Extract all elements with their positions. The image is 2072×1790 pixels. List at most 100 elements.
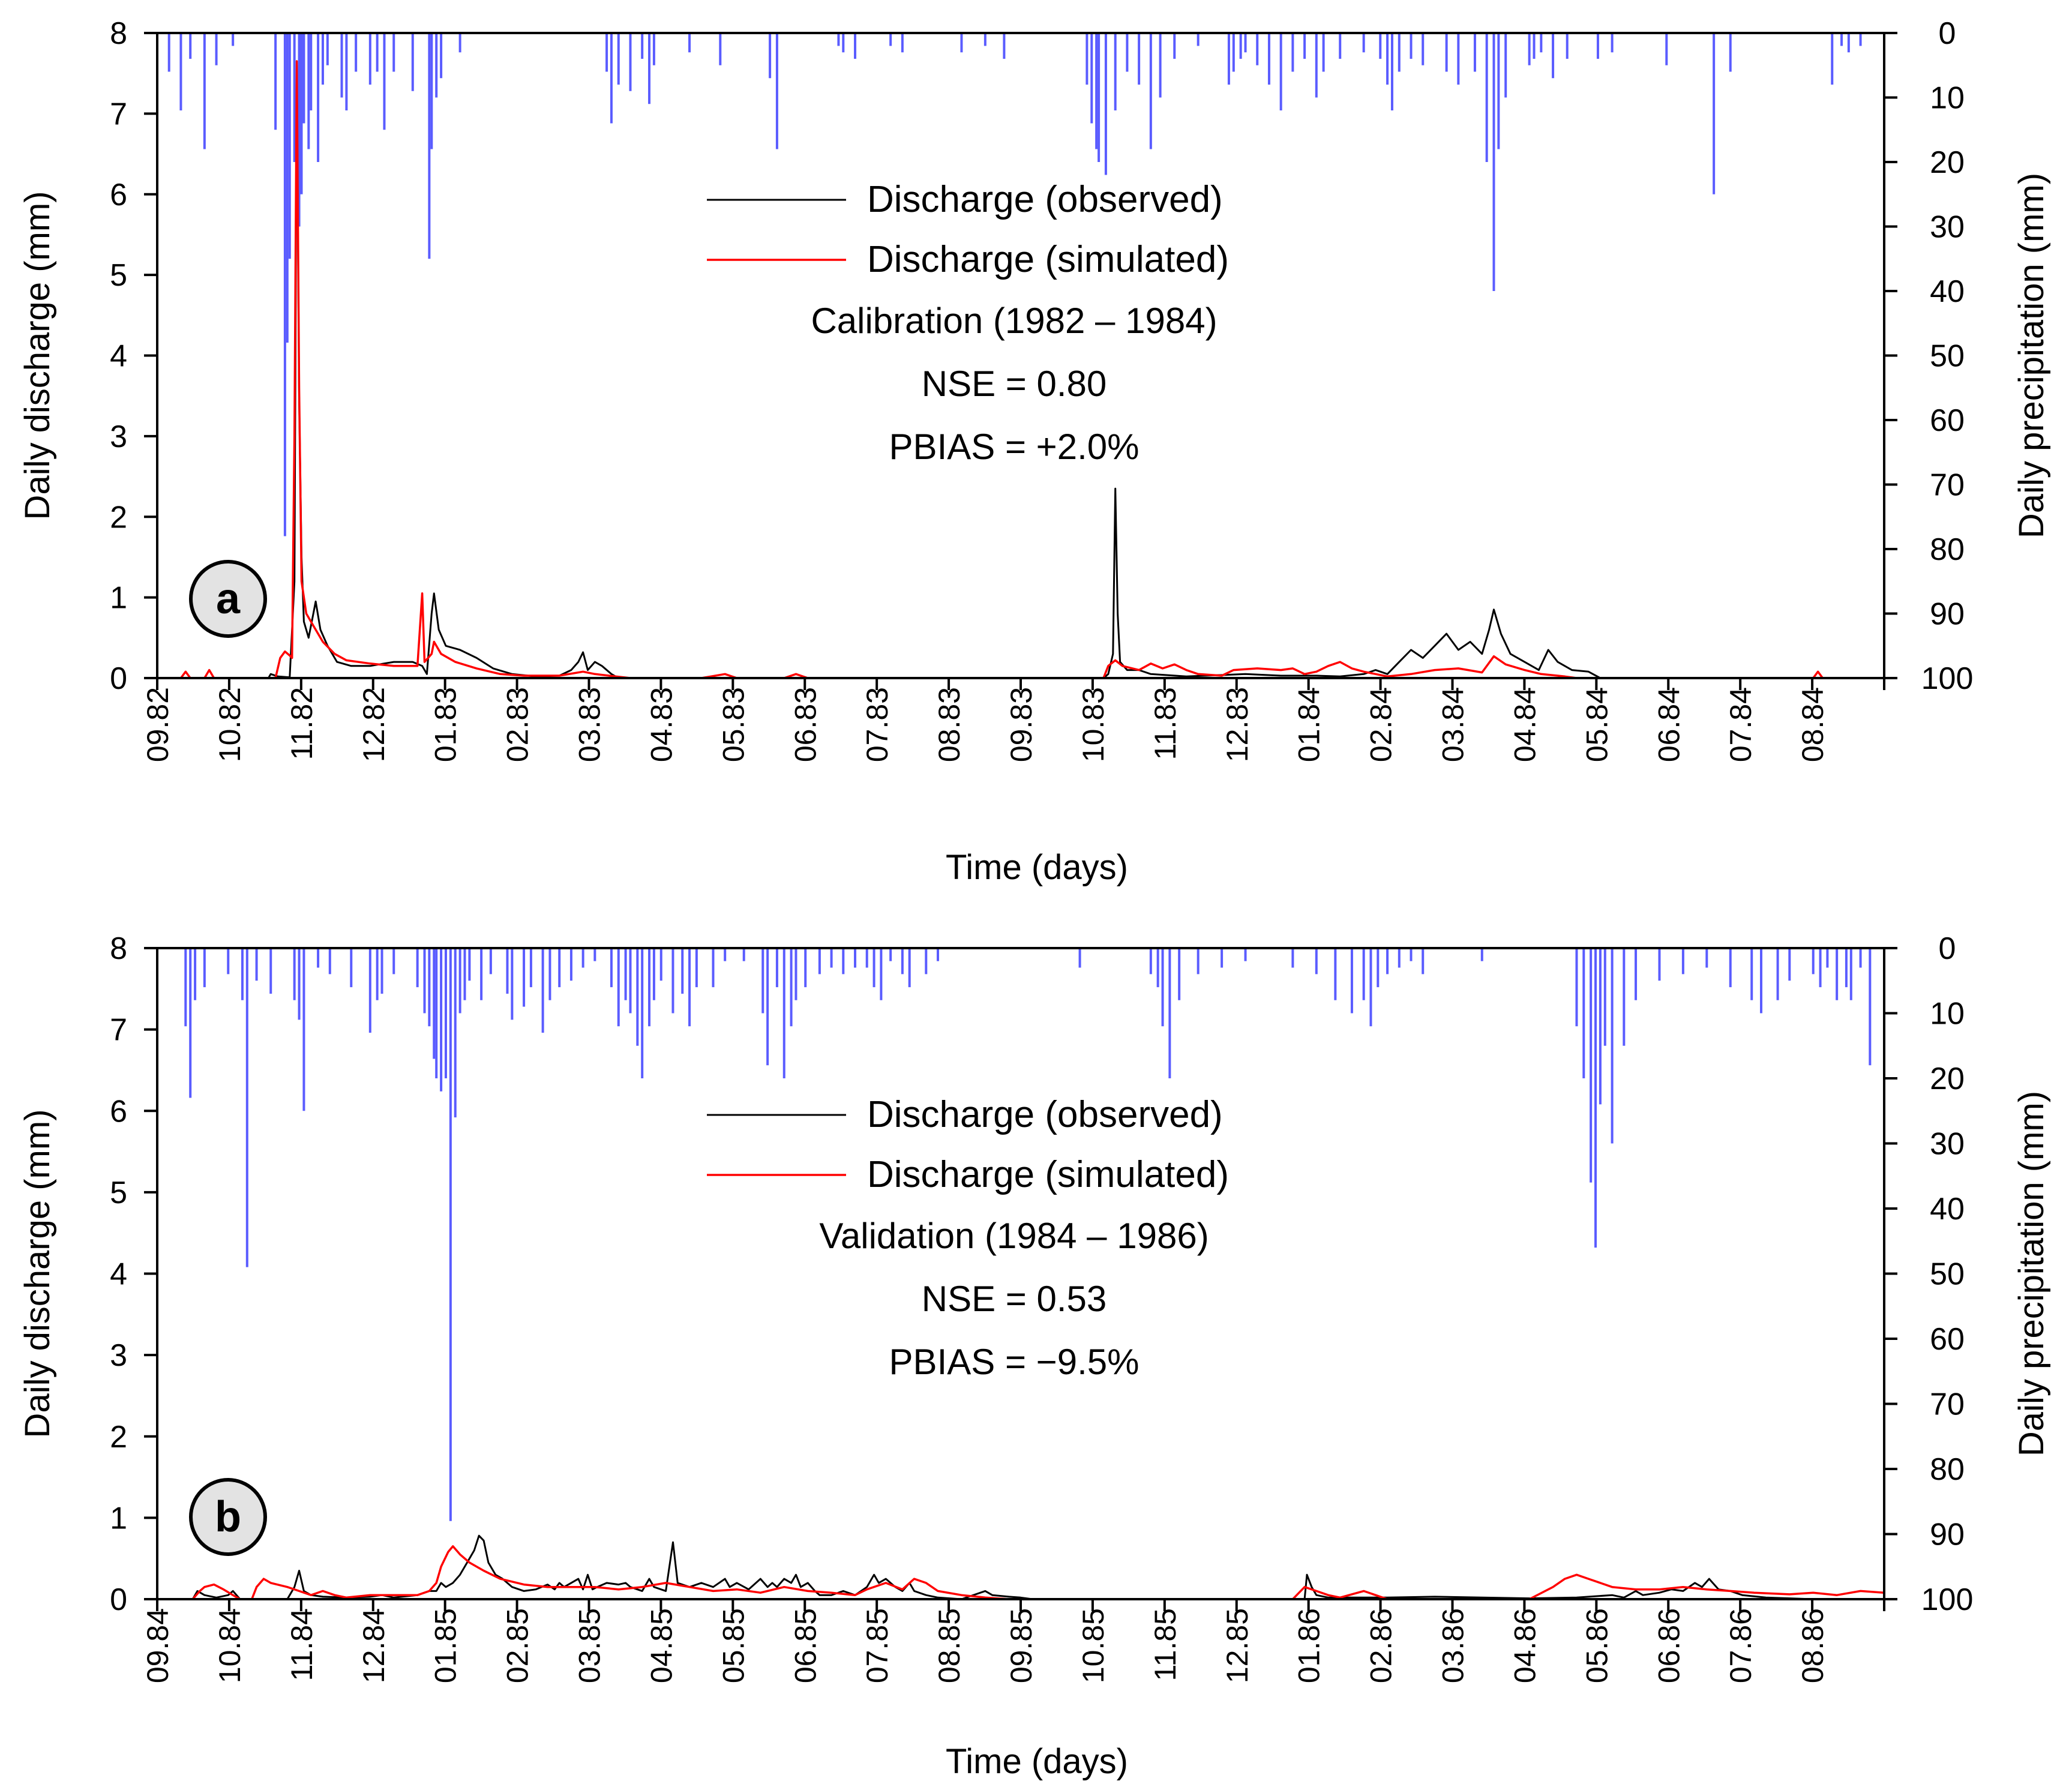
x-tick-label: 02.84 [1365,687,1398,762]
x-tick-label: 12.84 [357,1608,391,1683]
x-tick-label: 06.83 [788,687,822,762]
observed-discharge-line [157,64,1884,679]
x-tick-label: 03.84 [1437,687,1470,762]
y-left-tick-label: 2 [110,1420,127,1455]
y-right-tick-label: 40 [1930,1192,1965,1227]
x-tick-label: 03.86 [1437,1608,1470,1683]
y-right-tick-label: 70 [1930,1387,1965,1422]
y-right-tick-label: 80 [1930,532,1965,567]
y-right-tick-label: 70 [1930,468,1965,503]
y-right-tick-label: 90 [1930,597,1965,632]
x-tick-label: 11.83 [1149,687,1182,760]
y-right-axis-title: Daily precipitation (mm) [2012,1091,2051,1456]
x-tick-label: 07.86 [1724,1608,1758,1683]
x-tick-label: 05.83 [716,687,750,762]
y-left-tick-label: 2 [110,500,127,535]
x-tick-label: 02.86 [1365,1608,1398,1683]
panel-label: a [216,575,241,623]
x-tick-label: 01.86 [1293,1608,1326,1683]
y-right-tick-label: 30 [1930,1127,1965,1162]
y-left-tick-label: 3 [110,419,127,454]
x-tick-label: 11.82 [285,687,319,760]
x-tick-label: 04.86 [1508,1608,1542,1683]
annotation-period: Validation (1984 – 1986) [819,1216,1209,1256]
y-right-tick-label: 40 [1930,274,1965,309]
precipitation-bars [167,33,1862,536]
y-left-tick-label: 4 [110,339,127,374]
y-left-tick-label: 7 [110,97,127,131]
panel-label-badge [189,560,267,638]
simulated-discharge-line [157,1545,1885,1600]
y-right-tick-label: 0 [1939,931,1956,966]
y-left-tick-label: 6 [110,178,127,212]
x-tick-label: 12.85 [1221,1608,1254,1683]
precipitation-bars [184,948,1872,1521]
x-axis-title: Time (days) [946,1742,1128,1781]
x-tick-label: 01.85 [429,1608,463,1683]
x-tick-label: 09.84 [141,1608,175,1683]
x-tick-label: 08.84 [1796,687,1830,762]
x-tick-label: 09.85 [1004,1608,1038,1683]
x-tick-label: 11.85 [1149,1608,1182,1681]
y-left-tick-label: 5 [110,1176,127,1210]
x-tick-label: 05.85 [716,1608,750,1683]
x-tick-label: 01.83 [429,687,463,762]
x-tick-label: 10.85 [1077,1608,1110,1683]
x-tick-label: 12.82 [357,687,391,762]
x-tick-label: 07.83 [860,687,894,762]
y-left-axis-title: Daily discharge (mm) [18,191,57,520]
y-left-tick-label: 8 [110,16,127,51]
y-left-tick-label: 1 [110,1501,127,1536]
x-axis-title: Time (days) [946,848,1128,887]
annotation-nse: NSE = 0.80 [922,364,1107,404]
x-tick-label: 06.85 [788,1608,822,1683]
x-tick-label: 09.82 [141,687,175,762]
annotation-pbias: PBIAS = −9.5% [889,1342,1140,1382]
x-tick-label: 07.85 [860,1608,894,1683]
x-tick-label: 08.85 [932,1608,966,1683]
y-right-tick-label: 90 [1930,1518,1965,1552]
x-tick-label: 10.82 [213,687,247,762]
x-tick-label: 07.84 [1724,687,1758,762]
annotation-pbias: PBIAS = +2.0% [889,427,1140,467]
x-tick-label: 01.84 [1293,687,1326,762]
y-left-tick-label: 3 [110,1338,127,1373]
x-tick-label: 08.83 [932,687,966,762]
y-left-tick-label: 8 [110,931,127,966]
panel-label-badge [189,1478,267,1556]
x-tick-label: 10.84 [213,1608,247,1683]
y-right-tick-label: 60 [1930,1322,1965,1357]
x-tick-label: 02.83 [501,687,535,762]
legend-simulated-label: Discharge (simulated) [867,239,1229,280]
x-tick-label: 04.85 [644,1608,678,1683]
y-left-tick-label: 0 [110,1582,127,1617]
y-right-tick-label: 80 [1930,1452,1965,1487]
x-tick-label: 02.85 [501,1608,535,1683]
y-right-tick-label: 30 [1930,210,1965,245]
x-tick-label: 11.84 [285,1608,319,1681]
y-left-tick-label: 1 [110,581,127,616]
y-right-tick-label: 50 [1930,1257,1965,1292]
x-tick-label: 05.86 [1580,1608,1614,1683]
panel-label: b [215,1493,241,1541]
x-tick-label: 03.85 [573,1608,607,1683]
y-left-tick-label: 0 [110,661,127,696]
x-tick-label: 06.84 [1652,687,1686,762]
x-tick-label: 05.84 [1580,687,1614,762]
y-left-axis-title: Daily discharge (mm) [18,1110,57,1438]
y-left-tick-label: 6 [110,1094,127,1129]
y-right-tick-label: 50 [1930,339,1965,374]
x-tick-label: 09.83 [1004,687,1038,762]
y-right-tick-label: 20 [1930,1062,1965,1096]
y-right-tick-label: 10 [1930,997,1965,1032]
y-right-tick-label: 0 [1939,16,1956,51]
observed-discharge-line [157,1534,1884,1600]
y-right-tick-label: 100 [1921,661,1974,696]
y-right-tick-label: 100 [1921,1582,1974,1617]
x-tick-label: 08.86 [1796,1608,1830,1683]
y-right-tick-label: 10 [1930,81,1965,116]
legend-simulated-label: Discharge (simulated) [867,1154,1229,1195]
y-left-tick-label: 4 [110,1257,127,1292]
y-left-tick-label: 5 [110,258,127,293]
